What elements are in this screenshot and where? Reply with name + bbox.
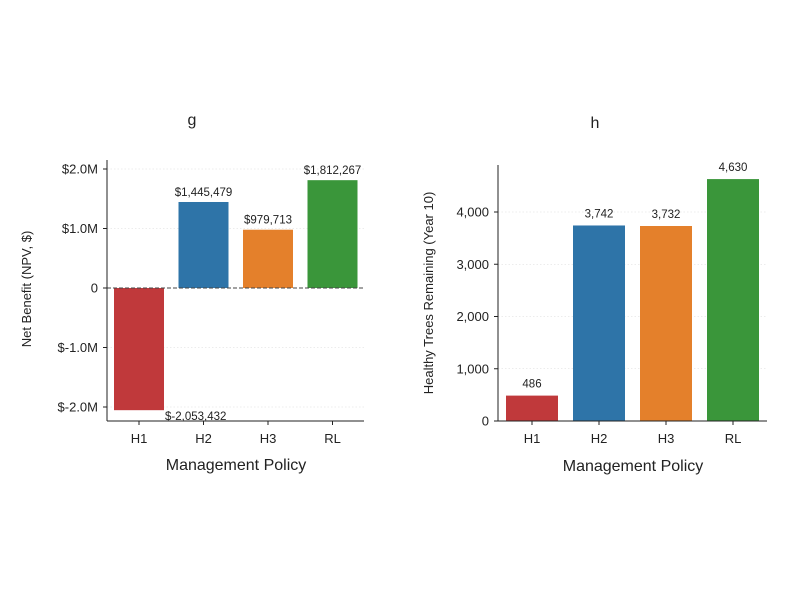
bar-rl xyxy=(307,180,358,288)
bar-h1 xyxy=(506,395,558,421)
value-label: $979,713 xyxy=(244,215,292,227)
chart-g: g $2.0M $1.0M 0 $-1.0M $-2.0M H1 H2 H3 RL $-2,0… xyxy=(19,112,364,474)
chart-g-value-labels: $-2,053,432 $1,445,479 $979,713 $1,812,267 xyxy=(165,165,361,423)
chart-g-y-axis-label: Net Benefit (NPV, $) xyxy=(19,231,34,348)
y-tick-label: 0 xyxy=(482,414,489,429)
x-tick-label: H3 xyxy=(260,431,277,446)
chart-h-x-ticks: H1 H2 H3 RL xyxy=(524,421,742,446)
y-tick-label: $-2.0M xyxy=(58,400,98,415)
y-tick-label: $2.0M xyxy=(62,162,98,177)
value-label: 486 xyxy=(522,379,541,391)
chart-g-x-ticks: H1 H2 H3 RL xyxy=(131,421,341,446)
x-tick-label: RL xyxy=(324,431,341,446)
chart-g-y-ticks: $2.0M $1.0M 0 $-1.0M $-2.0M xyxy=(58,162,107,415)
value-label: 4,630 xyxy=(719,162,748,174)
value-label: 3,732 xyxy=(652,209,681,221)
value-label: $-2,053,432 xyxy=(165,411,226,423)
x-tick-label: H1 xyxy=(524,431,541,446)
chart-h-bars xyxy=(506,179,759,421)
value-label: 3,742 xyxy=(585,208,614,220)
chart-g-bars xyxy=(107,180,364,411)
y-tick-label: 1,000 xyxy=(456,361,489,376)
y-tick-label: 0 xyxy=(91,281,98,296)
chart-h-value-labels: 486 3,742 3,732 4,630 xyxy=(522,162,747,391)
bar-h2 xyxy=(573,225,625,421)
y-tick-label: 4,000 xyxy=(456,205,489,220)
value-label: $1,445,479 xyxy=(175,187,233,199)
bar-rl xyxy=(707,179,759,421)
bar-h3 xyxy=(640,226,692,421)
chart-h-y-axis-label: Healthy Trees Remaining (Year 10) xyxy=(421,192,436,395)
chart-h-y-ticks: 0 1,000 2,000 3,000 4,000 xyxy=(456,205,498,429)
chart-h-title: h xyxy=(591,115,600,132)
y-tick-label: $1.0M xyxy=(62,221,98,236)
bar-h2 xyxy=(178,201,229,288)
y-tick-label: 3,000 xyxy=(456,257,489,272)
x-tick-label: H3 xyxy=(658,431,675,446)
chart-h-x-axis-label: Management Policy xyxy=(563,458,704,475)
y-tick-label: 2,000 xyxy=(456,309,489,324)
x-tick-label: H1 xyxy=(131,431,148,446)
bar-h1 xyxy=(114,288,164,411)
chart-g-title: g xyxy=(188,112,197,129)
x-tick-label: H2 xyxy=(195,431,212,446)
bar-h3 xyxy=(243,229,293,288)
chart-h: h 0 1,000 2,000 3,000 4,000 H1 H2 H3 RL 486 3,74… xyxy=(421,115,767,475)
x-tick-label: RL xyxy=(725,431,742,446)
value-label: $1,812,267 xyxy=(304,165,362,177)
chart-g-x-axis-label: Management Policy xyxy=(166,457,307,474)
x-tick-label: H2 xyxy=(591,431,608,446)
y-tick-label: $-1.0M xyxy=(58,340,98,355)
